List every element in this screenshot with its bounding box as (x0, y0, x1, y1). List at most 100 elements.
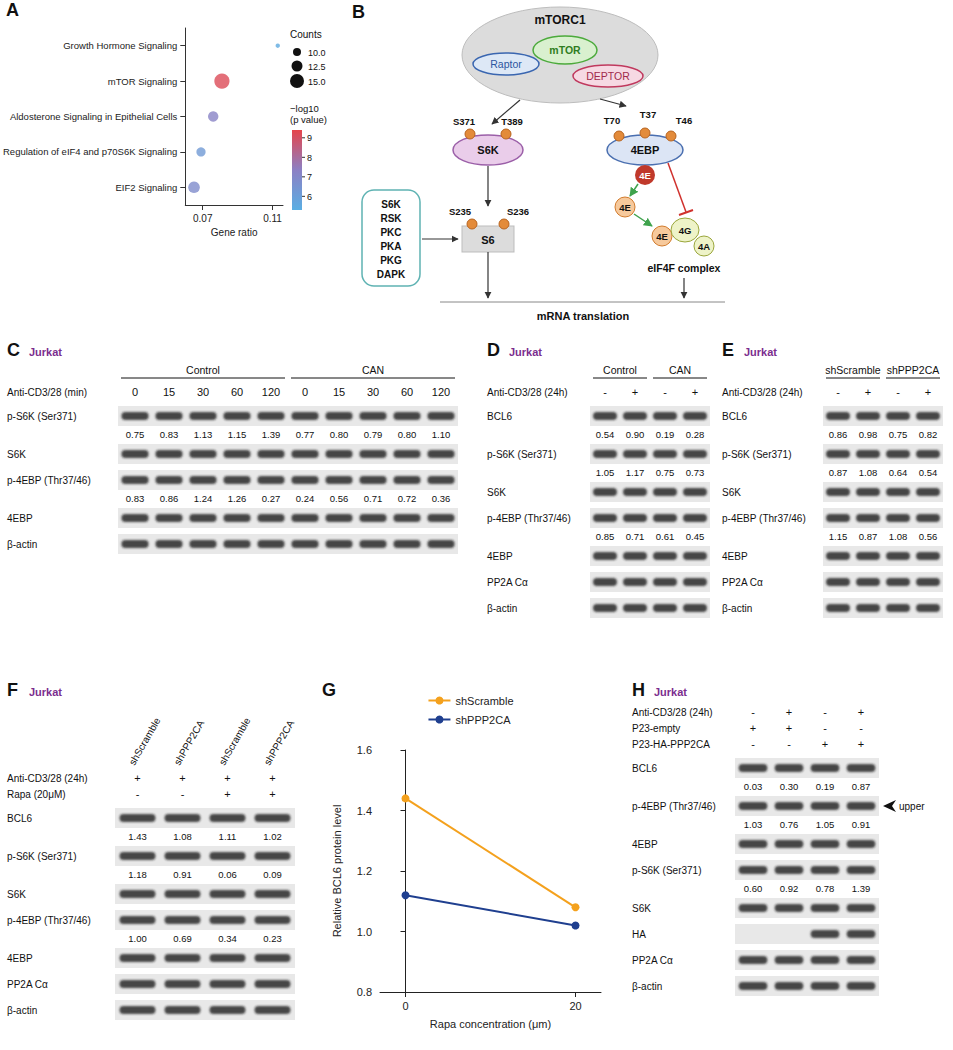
svg-text:PKG: PKG (380, 255, 402, 266)
svg-text:0: 0 (402, 1000, 408, 1012)
svg-text:PP2A Cα: PP2A Cα (487, 577, 528, 588)
svg-text:EIF2 Signaling: EIF2 Signaling (115, 182, 177, 193)
svg-text:p-4EBP (Thr37/46): p-4EBP (Thr37/46) (632, 801, 716, 812)
svg-text:0.06: 0.06 (218, 869, 237, 880)
svg-text:1.08: 1.08 (173, 831, 192, 842)
svg-text:0.85: 0.85 (596, 531, 615, 542)
svg-text:DEPTOR: DEPTOR (586, 70, 630, 82)
svg-text:+: + (925, 386, 931, 398)
svg-text:-: - (136, 788, 140, 800)
svg-text:BCL6: BCL6 (632, 763, 657, 774)
svg-text:1.05: 1.05 (596, 467, 615, 478)
svg-text:0.80: 0.80 (330, 429, 349, 440)
svg-text:S6K: S6K (7, 449, 26, 460)
svg-text:0.77: 0.77 (296, 429, 315, 440)
svg-text:1.05: 1.05 (816, 819, 835, 830)
svg-text:-: - (836, 386, 840, 398)
svg-text:G: G (322, 680, 336, 700)
svg-text:P23-HA-PPP2CA: P23-HA-PPP2CA (632, 739, 710, 750)
svg-text:0.34: 0.34 (218, 933, 237, 944)
svg-text:C: C (7, 340, 20, 360)
svg-text:Anti-CD3/28 (24h): Anti-CD3/28 (24h) (722, 387, 803, 398)
svg-text:0.30: 0.30 (780, 781, 799, 792)
svg-text:−log10: −log10 (290, 103, 319, 114)
svg-text:Rapa (20μM): Rapa (20μM) (7, 789, 66, 800)
svg-text:1.10: 1.10 (432, 429, 451, 440)
svg-text:-: - (751, 738, 755, 750)
svg-text:+: + (632, 386, 638, 398)
svg-text:BCL6: BCL6 (7, 813, 32, 824)
svg-text:0.19: 0.19 (816, 781, 835, 792)
svg-text:4G: 4G (679, 225, 692, 236)
svg-text:S6K: S6K (7, 889, 26, 900)
svg-text:Growth Hormone Signaling: Growth Hormone Signaling (63, 40, 177, 51)
svg-text:S6K: S6K (477, 144, 498, 156)
svg-text:4EBP: 4EBP (722, 551, 748, 562)
svg-text:1.2: 1.2 (357, 865, 372, 877)
svg-text:p-4EBP (Thr37/46): p-4EBP (Thr37/46) (7, 475, 91, 486)
svg-text:+: + (858, 706, 864, 718)
svg-text:4A: 4A (698, 241, 710, 252)
svg-text:B: B (352, 2, 365, 22)
svg-text:10.0: 10.0 (308, 48, 326, 58)
svg-text:4EBP: 4EBP (7, 513, 33, 524)
svg-text:0.24: 0.24 (296, 493, 315, 504)
svg-text:1.18: 1.18 (128, 869, 147, 880)
svg-text:0.69: 0.69 (173, 933, 192, 944)
svg-text:T46: T46 (676, 115, 692, 126)
svg-text:1.15: 1.15 (228, 429, 247, 440)
svg-text:RSK: RSK (380, 213, 402, 224)
svg-text:Anti-CD3/28 (24h): Anti-CD3/28 (24h) (632, 707, 713, 718)
svg-text:0.91: 0.91 (173, 869, 192, 880)
svg-text:1.03: 1.03 (744, 819, 763, 830)
svg-text:Jurkat: Jurkat (29, 686, 62, 698)
svg-text:CAN: CAN (669, 364, 691, 376)
svg-text:1.4: 1.4 (357, 805, 372, 817)
svg-text:0.76: 0.76 (780, 819, 799, 830)
svg-text:0.60: 0.60 (744, 883, 763, 894)
svg-text:0.79: 0.79 (364, 429, 383, 440)
svg-text:0.91: 0.91 (852, 819, 871, 830)
svg-text:shPPP2CA: shPPP2CA (262, 718, 297, 767)
svg-text:mTORC1: mTORC1 (534, 13, 585, 27)
svg-text:4E: 4E (619, 202, 631, 213)
svg-text:+: + (179, 772, 185, 784)
svg-text:1.00: 1.00 (128, 933, 147, 944)
svg-text:30: 30 (197, 386, 209, 398)
svg-text:shPPP2CA: shPPP2CA (887, 364, 940, 376)
svg-text:4EBP: 4EBP (487, 551, 513, 562)
svg-text:T70: T70 (604, 115, 620, 126)
svg-text:4E: 4E (639, 170, 651, 181)
svg-text:S371: S371 (453, 116, 476, 127)
svg-text:E: E (722, 340, 734, 360)
svg-text:F: F (7, 680, 18, 700)
svg-text:0.09: 0.09 (263, 869, 282, 880)
svg-text:β-actin: β-actin (722, 603, 752, 614)
svg-text:0.80: 0.80 (398, 429, 417, 440)
svg-text:0.72: 0.72 (398, 493, 417, 504)
svg-text:0.86: 0.86 (160, 493, 179, 504)
svg-text:0.61: 0.61 (656, 531, 675, 542)
svg-text:0.64: 0.64 (889, 467, 908, 478)
svg-text:p-S6K (Ser371): p-S6K (Ser371) (7, 411, 76, 422)
svg-text:120: 120 (262, 386, 280, 398)
svg-text:0.71: 0.71 (626, 531, 645, 542)
svg-text:0.19: 0.19 (656, 429, 675, 440)
svg-text:1.43: 1.43 (128, 831, 147, 842)
svg-text:0.71: 0.71 (364, 493, 383, 504)
svg-text:Jurkat: Jurkat (29, 346, 62, 358)
svg-text:S235: S235 (449, 206, 472, 217)
svg-text:Aldosterone Signaling in Epith: Aldosterone Signaling in Epithelial Cell… (10, 111, 178, 122)
svg-text:1.0: 1.0 (357, 926, 372, 938)
svg-text:Anti-CD3/28 (24h): Anti-CD3/28 (24h) (487, 387, 568, 398)
svg-text:1.39: 1.39 (852, 883, 871, 894)
svg-text:β-actin: β-actin (7, 1005, 37, 1016)
svg-text:1.13: 1.13 (194, 429, 213, 440)
svg-text:β-actin: β-actin (7, 539, 37, 550)
svg-text:P23-empty: P23-empty (632, 723, 680, 734)
svg-text:p-4EBP (Thr37/46): p-4EBP (Thr37/46) (487, 513, 571, 524)
svg-text:PKA: PKA (380, 241, 401, 252)
svg-text:4EBP: 4EBP (631, 144, 660, 156)
svg-text:Jurkat: Jurkat (509, 346, 542, 358)
svg-text:PP2A Cα: PP2A Cα (7, 979, 48, 990)
